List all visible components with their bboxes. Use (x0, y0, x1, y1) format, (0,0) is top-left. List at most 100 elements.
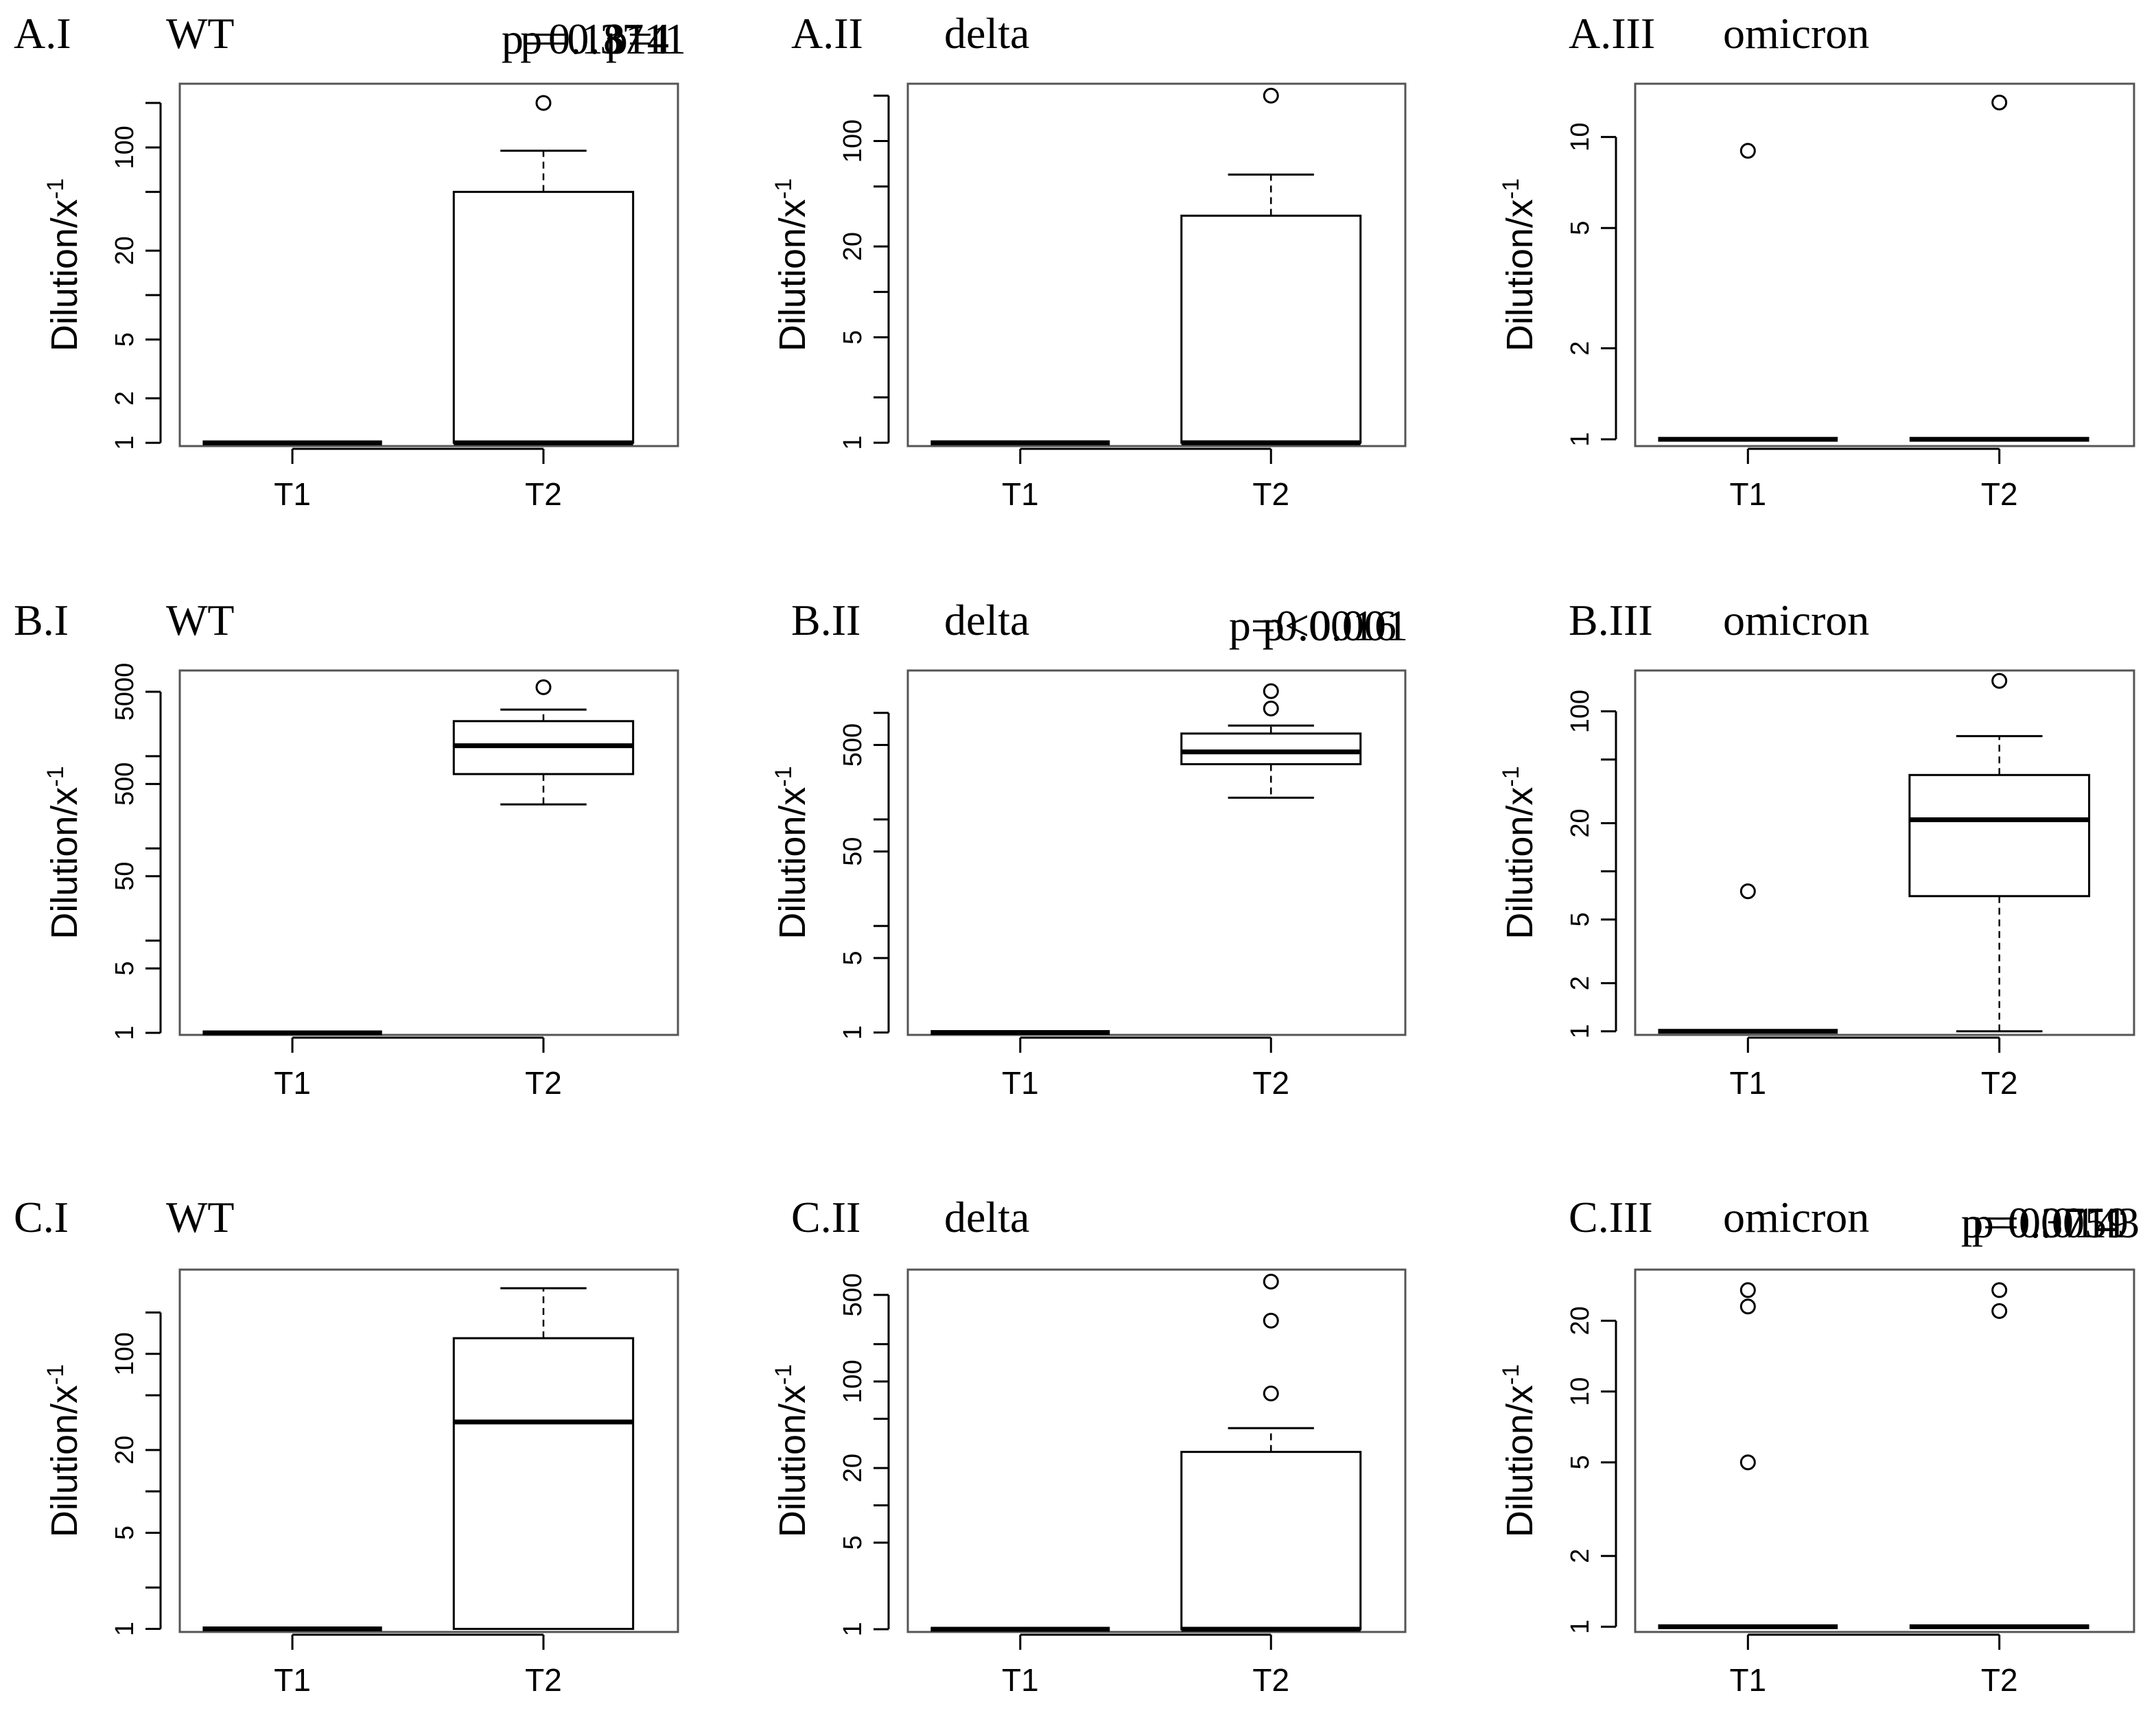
x-tick-label-t1: T1 (1002, 476, 1039, 512)
y-axis-title-exponent: -1 (43, 766, 69, 786)
y-tick-label: 500 (839, 1273, 867, 1316)
panel-c-ii: C.II delta p=0.01431520100500Dilution/x-1T… (771, 1193, 2140, 1698)
panel-label: B.II (791, 596, 860, 644)
y-tick-label: 1 (839, 1025, 867, 1040)
y-axis-title-text: Dilution/x (44, 787, 85, 940)
x-tick-label-t2: T2 (1252, 1662, 1289, 1698)
box-t2 (1180, 683, 1362, 799)
box-iqr (1180, 732, 1362, 766)
y-tick-label: 20 (839, 232, 867, 261)
plot-frame (906, 82, 1407, 447)
box-t2 (1180, 87, 1362, 445)
outlier-point (535, 679, 552, 695)
box-t2 (1909, 94, 2089, 442)
x-tick-label-t1: T1 (1729, 1662, 1766, 1698)
y-tick-label: 5 (839, 1535, 867, 1550)
p-value: p=0.3711 (1961, 1198, 2127, 1247)
y-tick-label: 100 (839, 119, 867, 163)
box-t2 (1909, 1282, 2089, 1629)
box-t1 (1658, 143, 1838, 442)
box-t2 (1908, 673, 2091, 1033)
panel-b-iii: B.III omicron p=0.0016 1 2 5 20 100 Dilution/x-1… (1229, 596, 2135, 1101)
y-tick-label: 5 (1566, 1455, 1595, 1469)
variant-label: WT (166, 9, 235, 58)
y-tick-label: 100 (839, 1360, 867, 1403)
y-tick-label: 100 (110, 126, 139, 169)
panel-label: A.III (1569, 9, 1655, 58)
y-tick-label: 10 (1566, 1377, 1595, 1406)
p-value: p=0.0059 (1961, 1198, 2129, 1247)
y-tick-label: 50 (110, 862, 139, 891)
y-axis-title: Dilution/x-1 (43, 1364, 85, 1537)
y-tick-label: 5 (1566, 912, 1595, 926)
box-t2 (452, 1287, 635, 1631)
variant-label: WT (166, 1193, 235, 1241)
variant-label: WT (166, 596, 235, 644)
x-tick-label-t1: T1 (1729, 1065, 1766, 1101)
y-tick-label: 50 (839, 837, 867, 866)
y-tick-label: 1 (110, 1622, 139, 1636)
p-value: p=1 (606, 14, 675, 63)
outlier-point (1263, 87, 1279, 104)
x-tick-label-t1: T1 (274, 1065, 311, 1101)
y-axis-title-text: Dilution/x (772, 787, 813, 940)
box-t2 (1180, 1273, 1362, 1632)
variant-label: omicron (1723, 9, 1869, 58)
box-iqr (452, 1337, 635, 1631)
variant-label: delta (944, 1193, 1029, 1241)
y-axis-title-text: Dilution/x (44, 1385, 85, 1537)
outlier-point (1991, 1282, 2008, 1298)
x-tick-label-t1: T1 (274, 476, 311, 512)
y-axis-title-exponent: -1 (1498, 1364, 1524, 1385)
panel-c-iii: C.III omicron p=0.3711 1 2 5 10 20 Dilution/x-1 T… (1498, 1193, 2135, 1698)
outlier-point (1739, 1282, 1756, 1298)
outlier-point (1991, 1303, 2008, 1319)
y-axis-title-exponent: -1 (771, 766, 797, 786)
x-tick-label-t2: T2 (1981, 1662, 2018, 1698)
plot-frame (1634, 669, 2135, 1036)
p-value: p<0.001 (1263, 601, 1408, 650)
y-tick-label: 5 (110, 961, 139, 976)
plot-frame (178, 1268, 679, 1633)
box-iqr (1908, 773, 2091, 898)
variant-label: omicron (1723, 1193, 1869, 1241)
y-axis-title: Dilution/x-1 (1498, 766, 1540, 939)
outlier-point (1263, 1385, 1279, 1401)
outlier-point (1991, 673, 2008, 689)
plot-frame (1634, 1268, 2135, 1633)
panel-label: B.III (1569, 596, 1653, 644)
y-tick-label: 500 (839, 723, 867, 767)
variant-label: omicron (1723, 596, 1869, 644)
y-tick-label: 5 (839, 330, 867, 345)
variant-label: delta (944, 9, 1029, 58)
panel-a-ii: A.II delta p=0.3711 1 5 20 100 Dilution/x-1 T1 T2 (520, 9, 1407, 512)
y-axis-title-exponent: -1 (1498, 178, 1524, 199)
y-tick-label: 100 (1566, 690, 1595, 733)
outlier-point (535, 95, 552, 111)
panel-label: A.I (14, 9, 71, 58)
x-tick-label-t2: T2 (1981, 476, 2018, 512)
y-axis-title-text: Dilution/x (44, 199, 85, 351)
box-iqr (1180, 214, 1362, 444)
outlier-point (1263, 700, 1279, 716)
y-axis-title-exponent: -1 (1498, 766, 1524, 786)
y-axis-title: Dilution/x-1 (771, 178, 813, 351)
y-tick-label: 1 (839, 1622, 867, 1636)
y-tick-label: 5 (110, 332, 139, 347)
plot-frame (178, 82, 679, 447)
y-tick-label: 20 (110, 1436, 139, 1465)
plot-frame (178, 669, 679, 1036)
y-tick-label: 2 (1566, 976, 1595, 990)
x-tick-label-t2: T2 (525, 1662, 562, 1698)
y-tick-label: 1 (110, 1025, 139, 1040)
y-axis-title-exponent: -1 (43, 178, 69, 199)
outlier-point (1263, 683, 1279, 699)
panel-label: C.II (791, 1193, 860, 1241)
x-tick-label-t1: T1 (1729, 476, 1766, 512)
y-tick-label: 2 (1566, 341, 1595, 355)
y-tick-label: 100 (110, 1332, 139, 1375)
p-value: p=0.1814 (502, 14, 669, 63)
